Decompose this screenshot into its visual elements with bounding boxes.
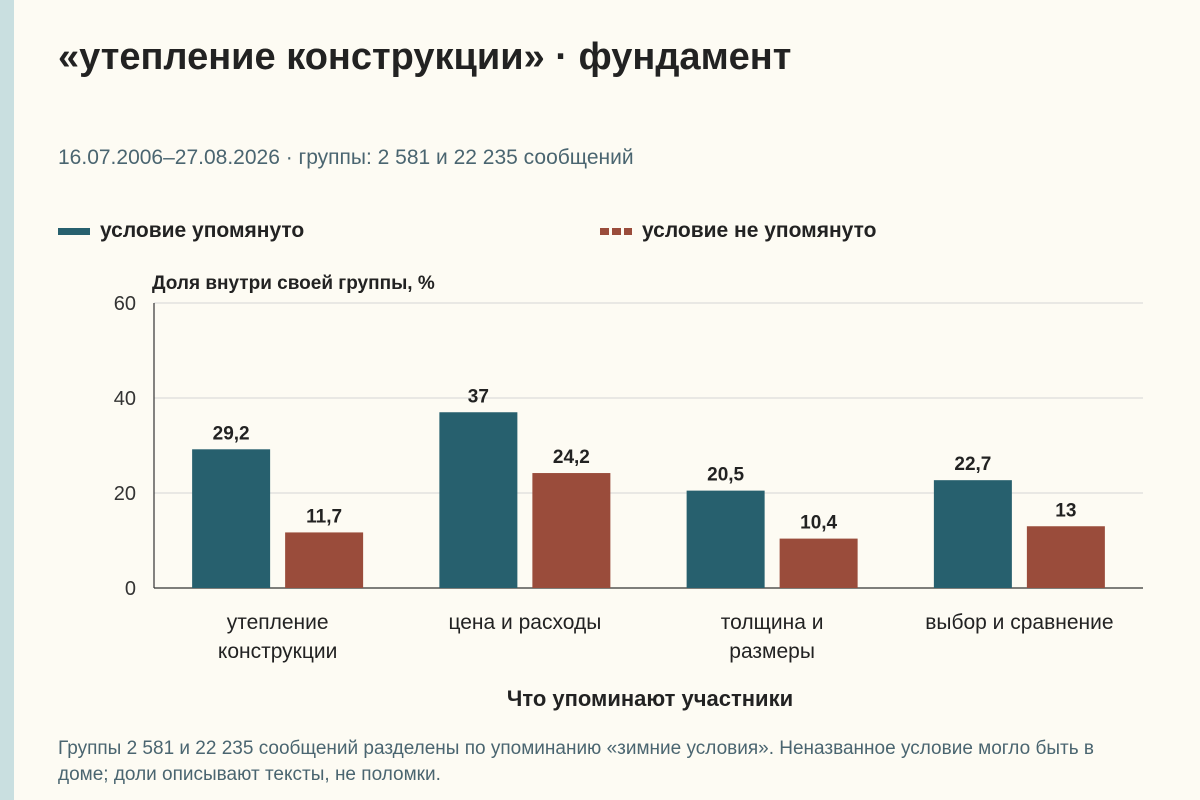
x-tick-label-1-0: цена и расходы xyxy=(448,611,601,634)
legend-swatch-mentioned xyxy=(58,227,90,235)
x-tick-label-2-1: размеры xyxy=(729,640,815,663)
legend-label-not-mentioned: условие не упомянуто xyxy=(642,219,877,242)
bar-mentioned-0 xyxy=(192,449,271,588)
x-tick-label-2-0: толщина и xyxy=(721,611,824,634)
bar-not-mentioned-2 xyxy=(779,538,858,588)
y-tick-label-40: 40 xyxy=(114,388,136,410)
footnote: Группы 2 581 и 22 235 сообщений разделен… xyxy=(58,738,1094,785)
data-label-not-mentioned-3: 13 xyxy=(1055,500,1076,521)
data-label-mentioned-2: 20,5 xyxy=(707,465,744,486)
bar-not-mentioned-3 xyxy=(1026,526,1105,588)
y-tick-label-20: 20 xyxy=(114,483,136,505)
side-accent-bar xyxy=(0,0,14,800)
data-label-mentioned-3: 22,7 xyxy=(954,454,991,475)
y-axis-label: Доля внутри своей группы, % xyxy=(152,273,435,294)
x-tick-label-0-1: конструкции xyxy=(218,640,337,663)
data-label-not-mentioned-2: 10,4 xyxy=(800,513,837,534)
data-label-not-mentioned-0: 11,7 xyxy=(306,506,342,527)
bar-mentioned-3 xyxy=(933,480,1012,588)
subtitle: 16.07.2006–27.08.2026 · группы: 2 581 и … xyxy=(58,146,634,169)
legend-swatch-not-mentioned xyxy=(600,227,632,235)
bar-mentioned-2 xyxy=(686,490,765,588)
y-tick-label-0: 0 xyxy=(125,578,136,600)
legend-item-not-mentioned: условие не упомянуто xyxy=(600,219,876,243)
y-tick-label-60: 60 xyxy=(114,293,136,315)
legend-item-mentioned: условие упомянуто xyxy=(58,219,304,243)
data-label-mentioned-1: 37 xyxy=(468,386,489,407)
x-tick-label-0-0: утепление xyxy=(227,611,329,634)
page-title: «утепление конструкции» · фундамент xyxy=(58,36,792,78)
bar-not-mentioned-0 xyxy=(285,532,364,588)
bar-mentioned-1 xyxy=(439,412,518,588)
legend-label-mentioned: условие упомянуто xyxy=(100,219,305,242)
data-label-mentioned-0: 29,2 xyxy=(213,423,250,444)
x-axis-label: Что упоминают участники xyxy=(506,686,794,711)
bar-not-mentioned-1 xyxy=(532,473,611,588)
data-label-not-mentioned-1: 24,2 xyxy=(553,447,590,468)
x-tick-label-3-0: выбор и сравнение xyxy=(925,611,1113,634)
